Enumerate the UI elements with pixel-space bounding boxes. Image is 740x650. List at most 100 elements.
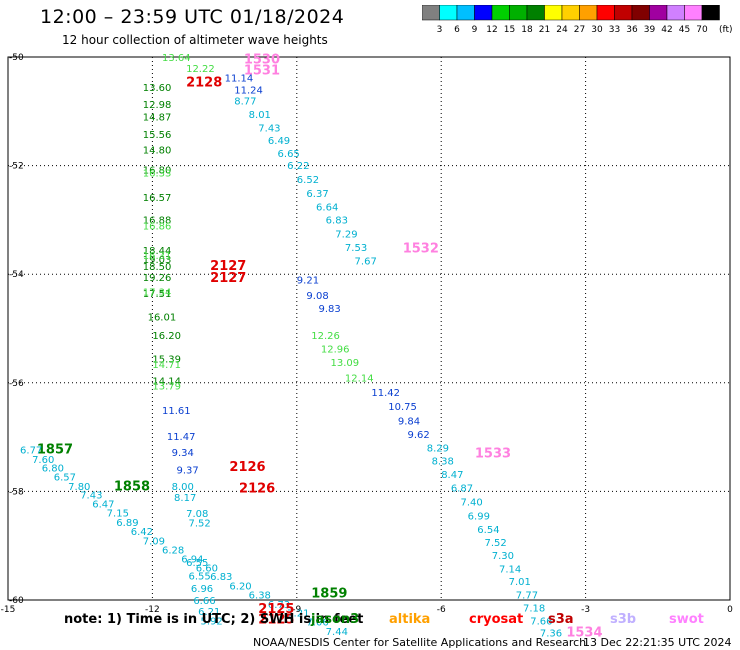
wave-height-label: 6.49	[268, 136, 290, 147]
wave-height-label: 11.61	[162, 406, 191, 417]
wave-height-label: 8.47	[441, 470, 463, 481]
pass-number-label: 2128	[186, 76, 222, 91]
wave-height-label: 9.84	[398, 416, 420, 427]
wave-height-label: 19.26	[143, 273, 172, 284]
colorbar-swatch	[701, 5, 720, 21]
wave-height-label: 6.94	[181, 555, 203, 566]
wave-height-label: 9.62	[408, 430, 430, 441]
wave-height-label: 12.98	[143, 100, 172, 111]
y-tick-label: -50	[9, 53, 24, 63]
wave-height-label: 7.15	[107, 509, 129, 520]
wave-height-label: 17.34	[143, 288, 172, 299]
wave-height-label: 16.01	[148, 313, 177, 324]
wave-height-label: 11.42	[371, 388, 400, 399]
wave-height-label: 16.31	[143, 251, 172, 262]
pass-number-label: 1532	[403, 242, 439, 257]
wave-height-label: 8.38	[432, 456, 454, 467]
wave-height-label: 14.87	[143, 113, 172, 124]
y-tick-label: -52	[9, 162, 24, 172]
wave-height-label: 10.75	[388, 402, 417, 413]
wave-height-label: 6.60	[196, 563, 218, 574]
wave-height-label: 14.71	[152, 360, 181, 371]
wave-height-label: 12.22	[186, 64, 215, 75]
wave-height-label: 6.57	[54, 473, 76, 484]
wave-height-label: 6.37	[306, 189, 328, 200]
wave-height-label: 6.42	[131, 527, 153, 538]
wave-height-label: 13.09	[330, 358, 359, 369]
wave-height-label: 9.37	[176, 466, 198, 477]
colorbar-tick-label: 15	[504, 25, 515, 35]
footer-note: note: 1) Time is in UTC; 2) SWH is in fe…	[64, 612, 364, 627]
wave-height-label: 13.64	[162, 53, 191, 64]
legend-item-s3b: s3b	[610, 612, 637, 627]
colorbar-tick-label: 9	[472, 25, 478, 35]
legend-item-jason3: jason3	[311, 612, 360, 627]
wave-height-label: 6.21	[198, 607, 220, 618]
wave-height-label: 17.51	[143, 289, 172, 300]
wave-height-label: 7.40	[460, 498, 482, 509]
pass-number-label: 2125	[258, 602, 294, 617]
wave-height-label: 6.28	[162, 546, 184, 557]
wave-height-label: 18.50	[143, 262, 172, 273]
x-tick-label: -15	[1, 605, 16, 615]
wave-height-label: 6.83	[326, 215, 348, 226]
colorbar-tick-label: 39	[644, 25, 656, 35]
wave-height-label: 7.60	[32, 455, 54, 466]
wave-height-label: 16.20	[152, 331, 181, 342]
colorbar-tick-label: 45	[679, 25, 690, 35]
pass-number-label: 2126	[239, 482, 275, 497]
colorbar-tick-label: 18	[521, 25, 533, 35]
wave-height-label: 6.64	[316, 202, 338, 213]
wave-height-label: 7.21	[287, 608, 309, 619]
x-tick-label: -6	[437, 605, 446, 615]
generated-timestamp: 13 Dec 22:21:35 UTC 2024	[583, 636, 732, 649]
wave-height-label: 6.65	[278, 149, 300, 160]
pass-number-label: 2127	[210, 259, 246, 274]
wave-height-label: 6.77	[20, 446, 42, 457]
x-tick-label: -9	[292, 605, 301, 615]
wave-height-label: 7.01	[509, 577, 531, 588]
x-tick-label: -12	[145, 605, 160, 615]
wave-height-label: 18.44	[143, 246, 172, 257]
legend-item-cryosat: cryosat	[469, 612, 524, 627]
colorbar-unit: (ft)	[719, 25, 733, 35]
x-tick-label: 0	[727, 605, 733, 615]
wave-height-label: 7.36	[540, 629, 562, 640]
wave-height-label: 7.80	[68, 482, 90, 493]
satellite-legend: jason3 altika cryosat s3a s3b swot	[0, 612, 740, 632]
wave-height-label: 12.26	[311, 331, 340, 342]
pass-number-label: 1857	[37, 443, 73, 458]
wave-height-label: 6.20	[229, 581, 251, 592]
credit-line: NOAA/NESDIS Center for Satellite Applica…	[253, 636, 587, 649]
y-tick-label: -60	[9, 596, 24, 606]
wave-height-label: 6.96	[191, 584, 213, 595]
wave-height-label: 9.83	[318, 304, 340, 315]
wave-height-label: 5.92	[201, 617, 223, 628]
wave-height-label: 6.87	[451, 484, 473, 495]
wave-height-label: 7.08	[186, 509, 208, 520]
colorbar-tick-label: 27	[574, 25, 585, 35]
wave-height-label: 6.38	[249, 591, 271, 602]
y-tick-label: -56	[9, 379, 24, 389]
wave-height-label: 6.83	[210, 572, 232, 583]
pass-number-label: 1534	[566, 626, 602, 641]
wave-height-label: 8.01	[249, 110, 271, 121]
wave-height-label: 8.29	[427, 443, 449, 454]
pass-number-label: 1530	[244, 53, 280, 68]
wave-height-label: 7.66	[530, 617, 552, 628]
wave-height-label: 6.80	[42, 464, 64, 475]
wave-height-label: 11.47	[167, 432, 196, 443]
wave-height-label: 14.14	[152, 377, 181, 388]
wave-height-label: 13.60	[143, 83, 172, 94]
wave-height-label: 9.21	[297, 276, 319, 287]
wave-height-label: 6.55	[186, 558, 208, 569]
wave-height-label: 7.09	[143, 536, 165, 547]
chart-title: 12:00 – 23:59 UTC 01/18/2024	[40, 6, 345, 28]
wave-height-label: 8.77	[234, 96, 256, 107]
wave-height-label: 7.43	[258, 124, 280, 135]
wave-height-label: 7.06	[306, 618, 328, 629]
wave-height-label: 12.14	[345, 373, 374, 384]
wave-height-label: 11.14	[225, 74, 254, 85]
colorbar-tick-label: 36	[626, 25, 638, 35]
